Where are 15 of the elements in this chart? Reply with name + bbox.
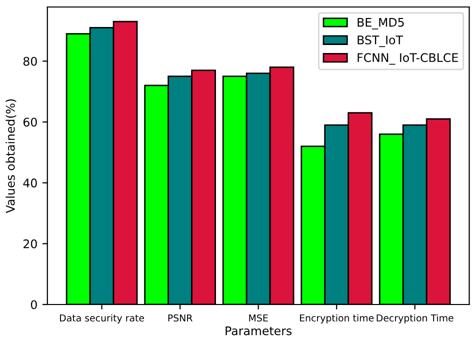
x-tick-label: Decryption Time xyxy=(376,314,454,324)
x-tick-label: MSE xyxy=(249,314,268,322)
legend-label: FCNN_ IoT-CBLCE xyxy=(358,53,458,65)
y-axis-title: Values obtained(%) xyxy=(6,99,16,214)
y-tick-label: 0 xyxy=(30,300,37,310)
x-axis-title: Parameters xyxy=(226,326,292,336)
y-tick-label: 40 xyxy=(23,178,37,188)
x-tick-label: PSNR xyxy=(168,314,192,322)
x-tick-label: Encryption time xyxy=(300,314,374,324)
x-tick-label: Data security rate xyxy=(60,314,144,324)
legend-label: BE_MD5 xyxy=(358,18,404,30)
y-tick-label: 80 xyxy=(23,56,37,66)
y-tick-label: 20 xyxy=(24,239,37,248)
legend-label: BST_IoT xyxy=(358,35,404,48)
y-tick-label: 60 xyxy=(23,118,37,127)
